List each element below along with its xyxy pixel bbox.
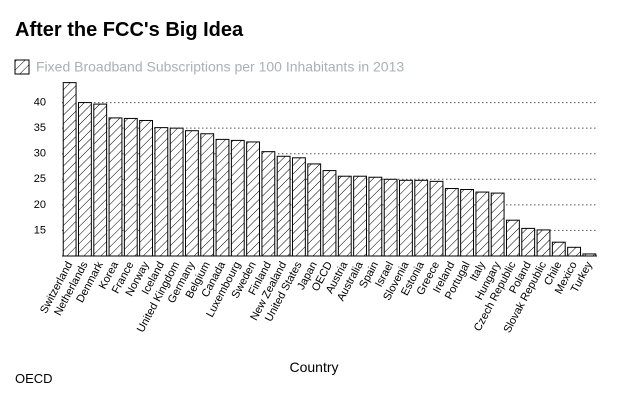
bar [536,229,551,257]
bar [444,187,459,257]
bar [429,180,444,257]
bar [108,117,123,257]
bar [215,138,230,257]
bar [123,117,138,257]
bar [261,151,276,257]
bar [200,133,215,257]
bar [139,119,153,257]
bar [230,139,245,257]
bar [185,130,199,257]
y-tick-label: 40 [34,96,46,108]
bar [169,127,184,257]
bar [322,170,337,257]
bar [490,192,505,257]
bar [567,246,581,257]
y-tick-label: 20 [34,199,46,211]
bar [276,155,291,257]
y-tick-label: 35 [34,122,46,134]
legend-label: Fixed Broadband Subscriptions per 100 In… [36,59,404,75]
bar [78,102,92,257]
bar [582,253,597,257]
bar [292,157,306,257]
bar [414,179,429,257]
bar [62,82,77,257]
y-tick-label: 30 [34,148,46,160]
legend-swatch [14,59,30,75]
bar [246,141,260,257]
bar [154,127,169,257]
bar [383,178,398,257]
x-axis-title: Country [289,359,338,375]
bar [368,176,383,257]
bar [475,191,490,257]
bar [337,175,352,257]
bar [93,103,108,257]
bar [353,175,367,257]
y-tick-label: 25 [34,173,46,185]
source: OECD [15,371,53,386]
bar [399,179,413,257]
bar [506,219,520,257]
bar [460,189,474,257]
bar [521,227,536,257]
y-tick-label: 15 [34,224,46,236]
bar [307,163,322,257]
bar [551,241,566,257]
chart-title: After the FCC's Big Idea [15,19,244,41]
